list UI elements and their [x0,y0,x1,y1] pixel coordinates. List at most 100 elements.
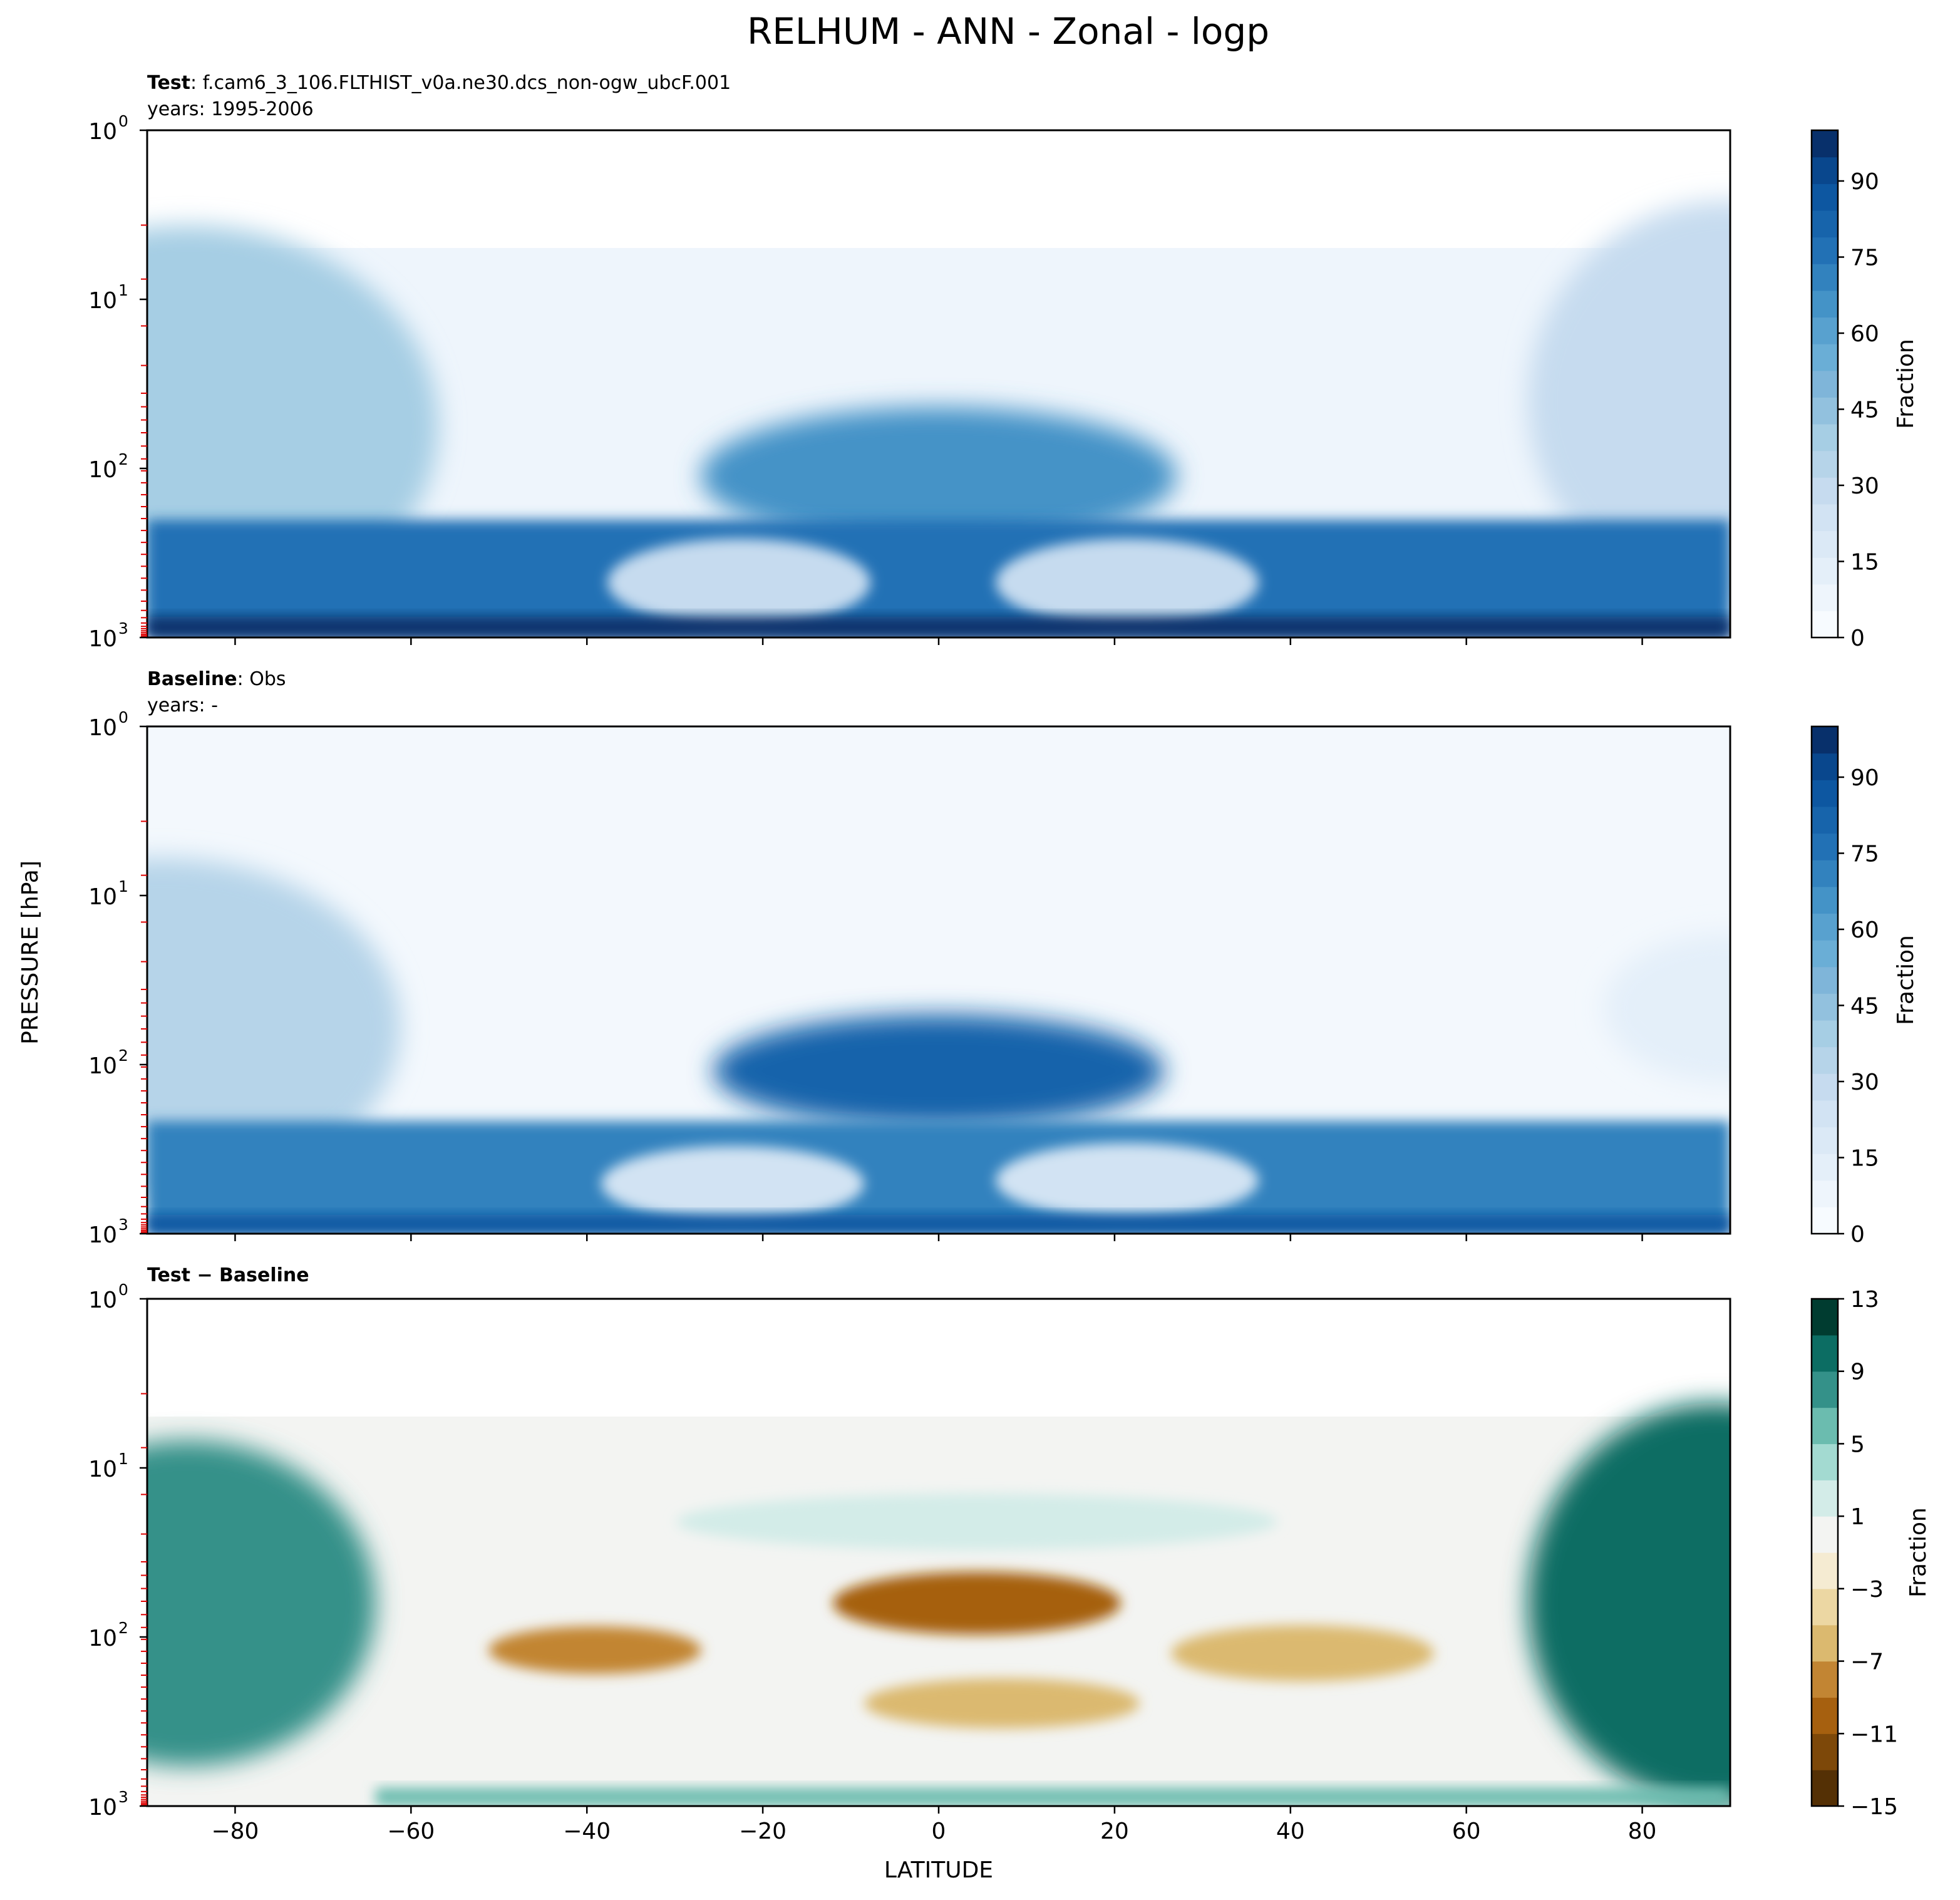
y-tick-label: 10 [88,1053,117,1079]
x-tick-label: −60 [387,1819,435,1844]
y-tick-exponent: 1 [118,281,128,299]
colorbar-label: Fraction [1906,1507,1931,1598]
y-tick-label: 10 [88,288,117,314]
y-tick-exponent: 1 [118,1450,128,1468]
colorbar-tick-label: 75 [1850,842,1879,867]
colorbar-tick-label: 45 [1850,398,1879,423]
colorbar-segment [1812,1299,1838,1336]
colorbar-segment [1812,1661,1838,1698]
field-surface-moist [147,1215,1730,1234]
colorbar-segment [1812,1516,1838,1553]
field-north-polar-moist [1528,200,1730,601]
field-lower-dry-center [864,1678,1140,1728]
colorbar-segment [1812,1624,1838,1662]
x-axis [234,638,1643,645]
x-tick-label: 0 [932,1819,946,1844]
panel-label-bold: Test [147,72,190,94]
field-south-polar-moist [147,858,401,1196]
colorbar-segment [1812,611,1838,638]
y-tick-label: 10 [88,1457,117,1482]
panel-label: Baseline: Obs [147,668,286,690]
colorbar-segment [1812,130,1838,158]
colorbar-tick-label: 15 [1850,1146,1879,1172]
y-tick-label: 10 [88,1795,117,1820]
y-tick-label: 10 [88,457,117,483]
y-tick-label: 10 [88,1222,117,1248]
colorbar-segment [1812,1770,1838,1807]
colorbar: 0 15 30 45 60 75 90 Fraction [1810,129,1919,651]
colorbar-segment [1812,503,1838,532]
colorbar-segment [1812,1100,1838,1128]
colorbar-segment [1812,860,1838,887]
field-subtropical-dry-north [996,539,1259,626]
colorbar-segment [1812,317,1838,344]
colorbar-segment [1812,833,1838,860]
y-tick-exponent: 0 [118,112,128,130]
y-tick-exponent: 2 [118,1046,128,1065]
colorbar-segment [1812,780,1838,807]
colorbar-tick-label: 60 [1850,917,1879,943]
x-tick-label: −40 [563,1819,611,1844]
colorbar-frame [1810,1298,1839,1807]
y-tick-label: 10 [88,1288,117,1313]
panel-label-bold: Test − Baseline [147,1264,309,1286]
shared-x-label: LATITUDE [884,1857,993,1883]
panel-test: Test: f.cam6_3_106.FLTHIST_v0a.ne30.dcs_… [88,72,1919,652]
contour-field [147,130,1730,638]
colorbar-segment [1812,183,1838,211]
colorbar-tick-label: 5 [1850,1432,1865,1457]
colorbar-segment [1812,1443,1838,1480]
panel-label-case: : f.cam6_3_106.FLTHIST_v0a.ne30.dcs_non-… [190,72,731,94]
x-axis: −80 −60 −40 −20 0 20 40 60 80 [211,1806,1656,1844]
field-subtropical-dry-south [607,539,870,626]
colorbar-segment [1812,1073,1838,1101]
colorbar-segment [1812,753,1838,780]
colorbar-segment [1812,966,1838,994]
field-midlat-dry-south [488,1626,701,1674]
field-subtropical-dry-south [601,1146,864,1221]
colorbar-tick-label: 0 [1850,1222,1865,1247]
field-surface-moist [147,617,1730,638]
x-tick-label: 80 [1628,1819,1657,1844]
field-north-polar-moist [1603,933,1730,1083]
colorbar-segment [1812,726,1838,754]
x-tick-label: 60 [1452,1819,1481,1844]
panel-years: years: - [147,694,218,716]
colorbar-segment [1812,1480,1838,1517]
colorbar-label: Fraction [1893,935,1919,1025]
field-tropical-upper [713,1015,1164,1127]
y-tick-exponent: 2 [118,450,128,468]
colorbar-segment [1812,210,1838,238]
y-tick-exponent: 3 [118,1216,128,1234]
model-level-ticks [141,1393,147,1807]
colorbar-tick-label: 13 [1850,1287,1879,1313]
y-tick-label: 10 [88,884,117,910]
figure-title: RELHUM - ANN - Zonal - logp [747,10,1269,53]
colorbar-segment [1812,1020,1838,1048]
panel-label-bold: Baseline [147,668,237,690]
colorbar-tick-label: 30 [1850,473,1879,499]
y-tick-label: 10 [88,626,117,652]
x-tick-label: 20 [1100,1819,1129,1844]
colorbar-segment [1812,584,1838,611]
panel-label: Test: f.cam6_3_106.FLTHIST_v0a.ne30.dcs_… [147,72,731,94]
x-tick-label: −80 [211,1819,259,1844]
colorbar-segment [1812,397,1838,425]
colorbar-segment [1812,1588,1838,1626]
colorbar-tick-label: 15 [1850,550,1879,576]
colorbar-segment [1812,806,1838,834]
colorbar-tick-label: 45 [1850,994,1879,1020]
y-tick-label: 10 [88,1626,117,1651]
colorbar-segment [1812,1127,1838,1154]
colorbar-segment [1812,290,1838,318]
colorbar-segment [1812,1207,1838,1234]
colorbar-frame [1810,129,1839,639]
colorbar-segment [1812,530,1838,558]
colorbar-segment [1812,940,1838,968]
colorbar-segment [1812,450,1838,478]
colorbar-segment [1812,1371,1838,1408]
colorbar-tick-label: 1 [1850,1504,1865,1530]
colorbar-tick-label: 90 [1850,169,1879,195]
